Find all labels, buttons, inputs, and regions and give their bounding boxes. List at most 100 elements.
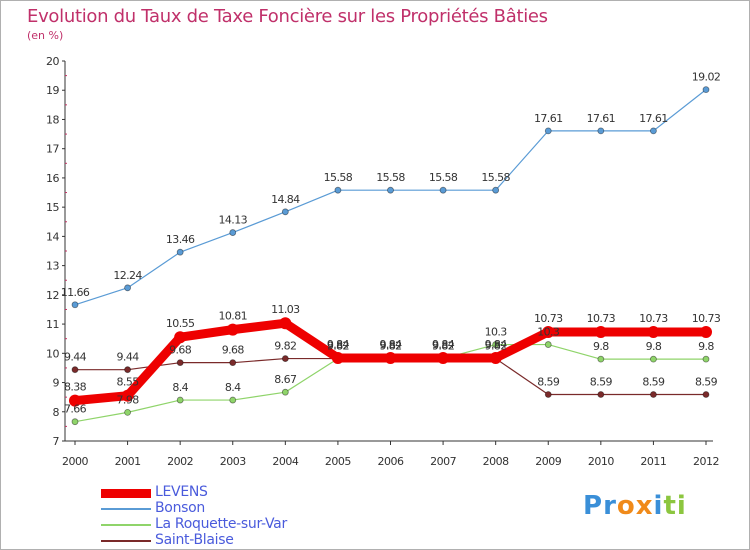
- data-point: [439, 186, 447, 194]
- y-tick-label: 13: [46, 260, 59, 273]
- data-label: 10.55: [166, 317, 195, 330]
- brand-letter: x: [635, 491, 654, 521]
- data-point: [229, 359, 237, 367]
- data-label: 9.82: [274, 340, 296, 353]
- x-tick-label: 2002: [167, 455, 193, 468]
- y-tick-label: 9: [53, 377, 60, 390]
- data-point: [597, 127, 605, 135]
- data-point: [174, 331, 187, 344]
- data-label: 9.82: [485, 340, 507, 353]
- data-label: 11.03: [271, 303, 300, 316]
- data-label: 9.82: [379, 340, 401, 353]
- legend-label: La Roquette-sur-Var: [155, 516, 287, 532]
- data-label: 15.58: [481, 171, 510, 184]
- data-point: [281, 208, 289, 216]
- data-point: [437, 351, 450, 364]
- data-label: 9.84: [327, 338, 350, 351]
- data-point: [492, 186, 500, 194]
- data-point: [71, 418, 79, 426]
- legend-label: Bonson: [155, 500, 205, 516]
- data-point: [226, 323, 239, 336]
- data-point: [384, 351, 397, 364]
- data-point: [544, 341, 552, 348]
- data-point: [647, 325, 660, 338]
- data-point: [71, 301, 79, 309]
- data-label: 9.8: [593, 340, 609, 353]
- y-tick-label: 18: [46, 113, 59, 126]
- data-point: [702, 391, 710, 398]
- data-point: [650, 355, 657, 363]
- legend-label: Saint-Blaise: [155, 532, 234, 548]
- data-label: 8.59: [642, 376, 665, 389]
- data-point: [176, 248, 184, 256]
- y-tick-label: 19: [46, 84, 59, 97]
- data-label: 8.38: [64, 381, 87, 394]
- data-label: 8.59: [590, 376, 613, 389]
- legend-swatch: [101, 524, 151, 526]
- data-label: 17.61: [534, 112, 563, 125]
- data-label: 19.02: [692, 71, 721, 84]
- x-tick-label: 2001: [115, 455, 141, 468]
- legend-swatch: [101, 489, 151, 498]
- data-label: 9.44: [64, 351, 87, 364]
- y-tick-label: 12: [46, 289, 59, 302]
- data-point: [331, 351, 344, 364]
- data-point: [279, 317, 292, 330]
- data-point: [594, 325, 607, 338]
- data-point: [542, 325, 555, 338]
- data-point: [176, 359, 184, 367]
- x-tick-label: 2005: [325, 455, 351, 468]
- data-point: [387, 186, 394, 194]
- data-label: 13.46: [166, 233, 195, 246]
- data-label: 10.3: [537, 326, 560, 339]
- y-tick-label: 10: [46, 347, 59, 360]
- data-label: 10.73: [692, 312, 721, 325]
- data-label: 9.68: [222, 344, 245, 357]
- data-label: 8.59: [695, 376, 718, 389]
- data-point: [544, 127, 552, 135]
- data-point: [124, 408, 131, 416]
- data-label: 8.4: [225, 381, 241, 394]
- x-tick-label: 2010: [588, 455, 614, 468]
- y-tick-label: 17: [46, 143, 59, 156]
- brand-letter: r: [603, 491, 617, 521]
- x-tick-label: 2000: [62, 455, 88, 468]
- data-label: 8.59: [537, 376, 560, 389]
- x-tick-label: 2006: [378, 455, 404, 468]
- data-label: 10.81: [219, 310, 248, 323]
- data-point: [334, 186, 342, 194]
- data-label: 9.68: [169, 344, 192, 357]
- data-point: [281, 355, 289, 362]
- brand-letter: i: [676, 491, 687, 521]
- data-point: [71, 366, 79, 374]
- data-label: 9.84: [485, 338, 508, 351]
- y-tick-label: 8: [53, 406, 60, 419]
- data-point: [124, 366, 131, 374]
- data-point: [544, 391, 552, 398]
- y-tick-label: 14: [46, 230, 59, 243]
- data-point: [700, 325, 712, 338]
- y-tick-label: 15: [46, 201, 59, 214]
- y-tick-label: 20: [46, 55, 59, 68]
- brand-letter: o: [616, 491, 636, 521]
- legend-swatch: [101, 540, 151, 542]
- data-label: 9.82: [432, 340, 454, 353]
- x-tick-label: 2009: [535, 455, 561, 468]
- x-tick-label: 2008: [483, 455, 509, 468]
- chart-subtitle: (en %): [27, 29, 64, 42]
- data-label: 14.84: [271, 193, 300, 206]
- data-label: 9.82: [327, 340, 349, 353]
- brand-letter: t: [663, 491, 677, 521]
- data-label: 9.84: [379, 338, 402, 351]
- data-point: [702, 86, 710, 94]
- data-label: 9.8: [646, 340, 662, 353]
- data-label: 10.73: [534, 312, 563, 325]
- y-tick-label: 11: [46, 318, 59, 331]
- x-tick-label: 2011: [640, 455, 666, 468]
- data-label: 8.67: [274, 373, 297, 386]
- data-point: [489, 351, 502, 364]
- data-label: 12.24: [113, 269, 142, 282]
- data-label: 15.58: [429, 171, 458, 184]
- data-label: 9.44: [117, 351, 140, 364]
